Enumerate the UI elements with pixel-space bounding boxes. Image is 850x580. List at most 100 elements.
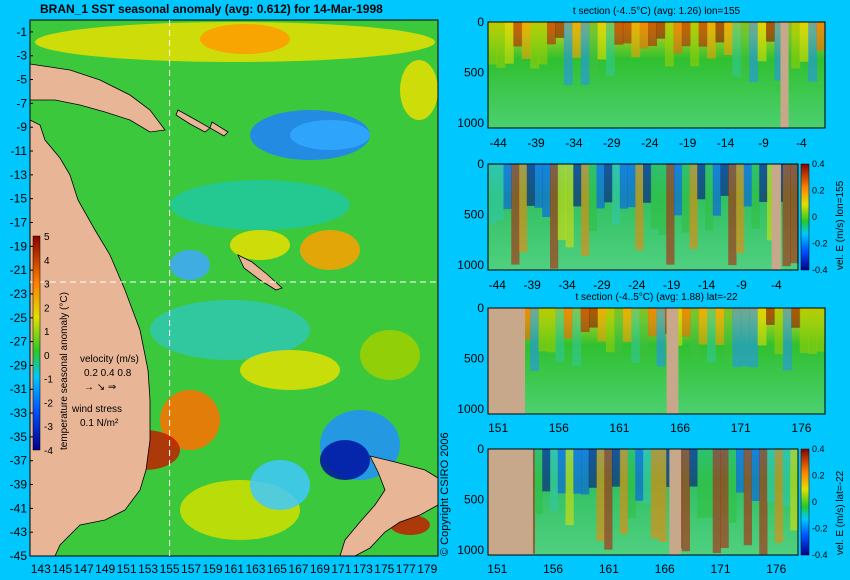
section-column	[565, 164, 574, 248]
section-column	[732, 308, 742, 368]
section-panel-1[interactable]: t section (-4..5°C) (avg: 1.26) lon=155 0…	[457, 6, 826, 150]
section-column	[749, 22, 759, 83]
lat-tick-label: -1	[16, 25, 27, 39]
section-panel-2[interactable]: 0 500 1000 -44 -39 -34 -29 -24 -19 -14 -9 -4 0.4 0.2 0…	[457, 157, 846, 292]
colorbar-tick-label: 1	[44, 327, 50, 338]
section-column	[774, 308, 784, 355]
lon-tick-label: 143	[31, 562, 51, 576]
velocity-colorbar-tick: -0.2	[812, 239, 828, 249]
velocity-colorbar-tick: 0	[812, 212, 817, 222]
section-x-tick-label: -44	[489, 278, 507, 292]
velocity-colorbar	[800, 163, 810, 271]
section-column	[563, 22, 573, 85]
section-x-tick-label: -19	[679, 136, 697, 150]
section-column	[799, 22, 809, 62]
section-column	[639, 22, 649, 49]
section-column	[550, 164, 559, 269]
section-column	[538, 308, 548, 352]
section-column	[503, 164, 512, 210]
section-column	[650, 449, 659, 539]
section-column	[782, 449, 791, 507]
section-column	[580, 308, 590, 332]
velocity-colorbar-tick: 0	[812, 497, 817, 507]
copyright-text: © Copyright CSIRO 2006	[439, 432, 451, 556]
section-column	[495, 164, 504, 221]
section-column	[728, 449, 737, 523]
section-x-tick-label: -24	[628, 278, 646, 292]
lat-tick-label: -41	[10, 501, 28, 515]
lat-tick-label: -27	[10, 335, 28, 349]
lat-tick-label: -19	[10, 239, 28, 253]
section-column	[707, 308, 716, 363]
new-zealand-land	[339, 455, 439, 557]
section-land-mask-left	[488, 308, 526, 414]
anomaly-patch	[200, 24, 290, 54]
colorbar-label: temperature seasonal anomaly (°C)	[59, 292, 70, 450]
section-column	[488, 164, 497, 224]
section-column	[619, 164, 628, 209]
section-column	[581, 164, 590, 257]
colorbar-tick-label: 2	[44, 303, 50, 314]
colorbar-tick-label: -2	[44, 398, 53, 409]
section-column	[565, 449, 574, 526]
section-column	[759, 449, 768, 555]
section-land-mask-left	[488, 449, 533, 555]
section-column	[546, 308, 556, 353]
section-x-tick-label: -9	[736, 278, 747, 292]
section-column	[715, 22, 725, 43]
lon-tick-label: 145	[52, 562, 72, 576]
section-column	[690, 22, 700, 67]
section-column	[782, 308, 792, 371]
anomaly-patch	[290, 120, 370, 150]
section-column	[555, 22, 565, 38]
section-column	[774, 449, 783, 543]
sst-map[interactable]	[29, 19, 439, 557]
section-column	[816, 22, 826, 51]
colorbar-tick-label: 0	[44, 351, 50, 362]
section-column	[799, 308, 809, 354]
section-column	[557, 449, 566, 494]
section-column	[530, 22, 540, 69]
lon-tick-label: 163	[245, 562, 265, 576]
section-column	[715, 308, 725, 345]
section-column	[728, 164, 737, 266]
section-column	[572, 308, 582, 366]
lat-tick-label: -9	[16, 120, 27, 134]
section-land-mask	[669, 449, 682, 555]
velocity-colorbar	[800, 448, 810, 556]
section-x-tick-label: -9	[758, 136, 769, 150]
colorbar-tick-label: 4	[44, 256, 50, 267]
section-column	[496, 22, 506, 68]
section-column	[589, 308, 599, 328]
section-column	[664, 22, 674, 67]
section-column	[712, 449, 721, 554]
lat-tick-label: -3	[16, 49, 27, 63]
velocity-colorbar-tick: -0.4	[812, 550, 828, 560]
section-column	[751, 449, 760, 501]
lon-tick-label: 179	[417, 562, 437, 576]
section-frame	[487, 21, 826, 129]
section-y-tick-label: 1000	[457, 116, 484, 130]
section-column	[774, 22, 784, 81]
section-column	[681, 22, 691, 47]
anomaly-patch	[400, 60, 438, 120]
section-column	[740, 22, 750, 74]
section-panel-3[interactable]: t section (-4..5°C) (avg: 1.88) lat=-22 0…	[457, 292, 826, 435]
section-x-tick-label: 161	[599, 562, 619, 576]
anomaly-patch	[170, 180, 350, 230]
section-column	[550, 449, 559, 511]
section-column	[612, 449, 621, 487]
lon-tick-label: 147	[74, 562, 94, 576]
section-column	[681, 308, 691, 337]
section-column	[596, 164, 605, 209]
section-column	[604, 164, 613, 203]
section-x-tick-label: 161	[609, 421, 629, 435]
section-column	[766, 308, 775, 325]
colorbar-tick-label: 5	[44, 232, 50, 243]
section-x-tick-label: 171	[731, 421, 751, 435]
section-x-tick-label: 156	[543, 562, 563, 576]
section-x-tick-label: -29	[593, 278, 611, 292]
section-column	[580, 22, 590, 85]
section-column	[736, 164, 745, 254]
